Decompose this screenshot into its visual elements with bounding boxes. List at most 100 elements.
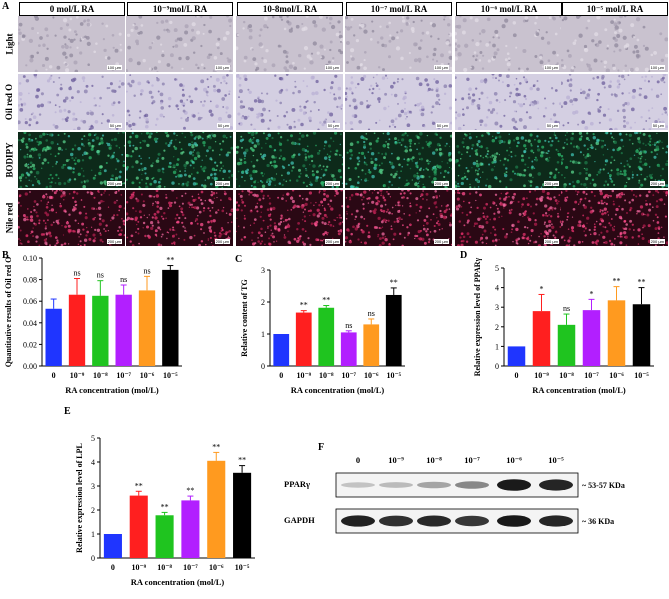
- scale-bar: 200 μm: [543, 239, 559, 244]
- protein-band: [497, 515, 531, 527]
- significance-label: ns: [143, 266, 150, 275]
- y-tick-label: 1: [261, 330, 265, 339]
- chart-oil-red-quant: B 0.00 0.02 0.04 0.06 0.08 0.10 0 ns 10⁻⁹ ns 10⁻⁸ ns…: [2, 250, 182, 395]
- bar: [363, 324, 380, 366]
- protein-band: [539, 479, 573, 491]
- scale-bar: 50 μm: [108, 123, 122, 128]
- x-tick-label: 10⁻⁶: [364, 371, 379, 380]
- significance-label: *: [590, 289, 594, 298]
- x-tick-label: 10⁻⁹: [534, 371, 549, 380]
- lane-label: 0: [356, 455, 360, 465]
- bar: [115, 294, 132, 366]
- x-tick-label: 10⁻⁹: [70, 371, 85, 380]
- bar: [181, 500, 200, 558]
- micrograph-tile: 100 μm: [345, 16, 452, 72]
- scale-bar: 200 μm: [214, 239, 230, 244]
- scale-bar: 100 μm: [106, 65, 122, 70]
- scale-bar: 100 μm: [324, 65, 340, 70]
- bar: [507, 346, 526, 366]
- y-tick-label: 0.06: [23, 297, 37, 306]
- bar: [318, 307, 335, 366]
- scale-bar: 50 μm: [326, 123, 340, 128]
- x-tick-label: 10⁻⁸: [157, 563, 172, 572]
- y-tick-label: 5: [495, 264, 499, 273]
- bar: [273, 334, 290, 366]
- x-tick-label: 10⁻⁵: [163, 371, 178, 380]
- x-tick-label: 10⁻⁵: [386, 371, 401, 380]
- scale-bar: 200 μm: [106, 239, 122, 244]
- scale-bar: 200 μm: [106, 181, 122, 186]
- lane-label: 10⁻⁸: [426, 455, 442, 465]
- panel-letter: E: [64, 406, 71, 417]
- x-tick-label: 0: [279, 371, 283, 380]
- scale-bar: 50 μm: [651, 123, 665, 128]
- x-tick-label: 0: [111, 563, 115, 572]
- x-tick-label: 10⁻⁶: [140, 371, 155, 380]
- y-tick-label: 0: [91, 554, 95, 563]
- scale-bar: 50 μm: [545, 123, 559, 128]
- row-label: Nile red: [4, 202, 15, 234]
- column-header: 10⁻⁶ mol/L RA: [456, 2, 562, 16]
- chart-lpl-expression: E 0 1 2 3 4 5 0 ** 10⁻⁹ ** 10⁻⁸ ** 10⁻⁷ ** 10⁻⁶ ** 10⁻⁵ RA…: [64, 406, 255, 587]
- row-label: Light: [4, 33, 15, 55]
- significance-label: **: [613, 277, 621, 286]
- y-tick-label: 1: [495, 342, 499, 351]
- x-tick-label: 10⁻⁸: [559, 371, 574, 380]
- scale-bar: 100 μm: [214, 65, 230, 70]
- x-tick-label: 0: [52, 371, 56, 380]
- significance-label: **: [166, 256, 174, 265]
- y-tick-label: 2: [495, 323, 499, 332]
- column-header: 10⁻⁹mol/L RA: [127, 2, 233, 16]
- x-tick-label: 10⁻⁷: [183, 563, 198, 572]
- significance-label: **: [212, 442, 220, 451]
- lane-label: 10⁻⁵: [548, 455, 564, 465]
- band-size-label: ~ 53-57 KDa: [582, 481, 625, 490]
- y-tick-label: 1: [91, 530, 95, 539]
- scale-bar: 200 μm: [433, 239, 449, 244]
- column-header: 10-8mol/L RA: [237, 2, 343, 16]
- x-tick-label: 10⁻⁵: [235, 563, 250, 572]
- significance-label: **: [161, 502, 169, 511]
- bar: [385, 294, 402, 366]
- y-tick-label: 4: [495, 284, 499, 293]
- x-tick-label: 10⁻⁷: [116, 371, 131, 380]
- significance-label: *: [540, 284, 544, 293]
- protein-band: [497, 479, 531, 491]
- x-axis-label: RA concentration (mol/L): [131, 577, 225, 587]
- micrograph-tile: 200 μm: [126, 190, 233, 246]
- bar: [233, 472, 252, 558]
- bar: [45, 308, 62, 366]
- micrograph-tile: 100 μm: [455, 16, 562, 72]
- micrograph-tile: 200 μm: [18, 132, 125, 188]
- scale-bar: 50 μm: [435, 123, 449, 128]
- lane-label: 10⁻⁷: [464, 455, 480, 465]
- panel-letter: C: [235, 254, 242, 265]
- y-axis-label: Quantitative results of Oil red O: [4, 257, 13, 368]
- bar: [138, 290, 156, 366]
- bar: [532, 311, 551, 366]
- row-label: BODIPY: [4, 142, 15, 178]
- micrograph-tile: 100 μm: [126, 16, 233, 72]
- significance-label: **: [135, 481, 143, 490]
- protein-band: [341, 515, 375, 527]
- panel-a-letter: A: [2, 1, 10, 12]
- protein-band: [379, 482, 413, 488]
- y-axis-label: Relative expression level of PPARγ: [473, 257, 482, 376]
- scale-bar: 200 μm: [324, 239, 340, 244]
- significance-label: ns: [563, 304, 570, 313]
- significance-label: **: [390, 278, 398, 287]
- micrograph-tile: 200 μm: [455, 190, 562, 246]
- column-header: 10⁻⁵ mol/L RA: [562, 2, 668, 16]
- y-tick-label: 4: [91, 458, 95, 467]
- significance-label: ns: [368, 309, 375, 318]
- micrograph-tile: 200 μm: [18, 190, 125, 246]
- y-tick-label: 5: [91, 434, 95, 443]
- micrograph-tile: 200 μm: [561, 132, 668, 188]
- y-tick-label: 0.02: [23, 340, 37, 349]
- x-axis-label: RA concentration (mol/L): [65, 385, 159, 395]
- micrograph-tile: 200 μm: [345, 132, 452, 188]
- scale-bar: 100 μm: [543, 65, 559, 70]
- x-tick-label: 10⁻⁹: [296, 371, 311, 380]
- micrograph-tile: 50 μm: [455, 74, 562, 130]
- micrograph-tile: 200 μm: [561, 190, 668, 246]
